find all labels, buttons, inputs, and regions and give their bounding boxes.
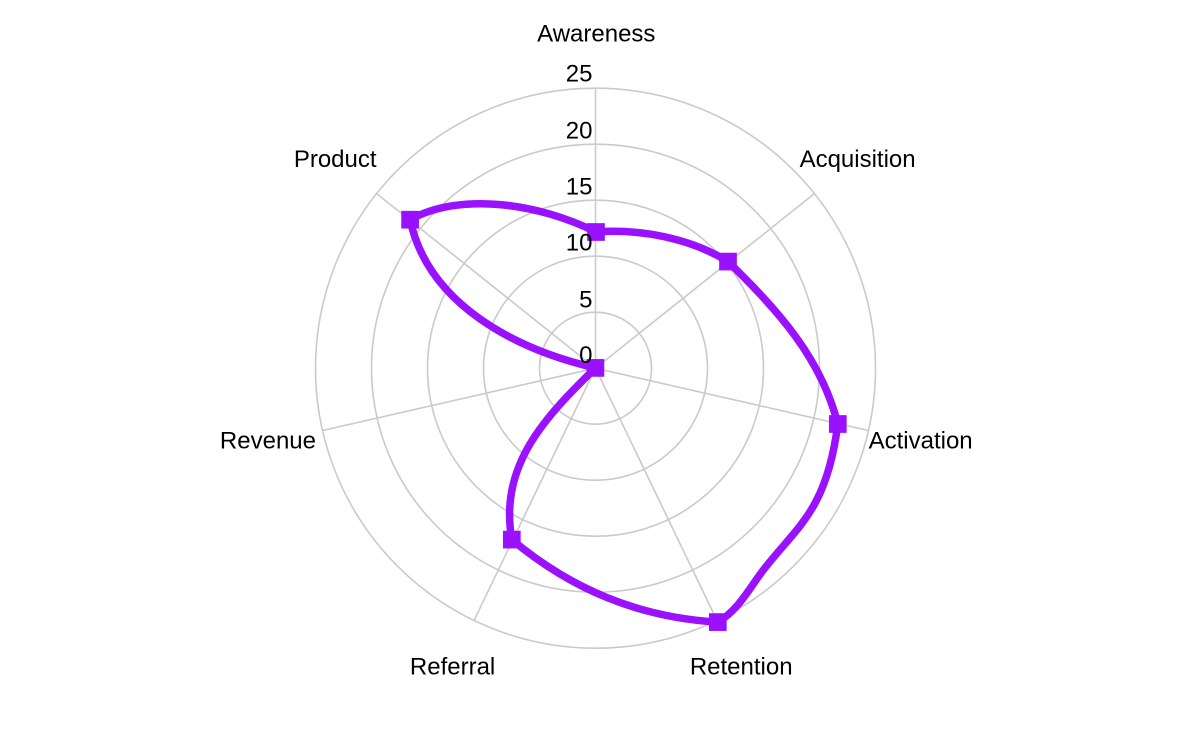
svg-text:Acquisition: Acquisition: [800, 146, 916, 173]
svg-text:20: 20: [566, 117, 593, 144]
svg-text:Product: Product: [294, 146, 377, 173]
svg-text:Revenue: Revenue: [220, 428, 316, 455]
svg-text:Activation: Activation: [869, 428, 973, 455]
svg-text:Retention: Retention: [690, 654, 793, 681]
svg-text:10: 10: [566, 230, 593, 257]
svg-text:Awareness: Awareness: [537, 20, 655, 47]
svg-text:5: 5: [579, 287, 592, 314]
svg-text:0: 0: [579, 342, 592, 369]
svg-text:25: 25: [566, 61, 593, 88]
svg-text:Referral: Referral: [410, 654, 495, 681]
svg-text:15: 15: [566, 174, 593, 201]
